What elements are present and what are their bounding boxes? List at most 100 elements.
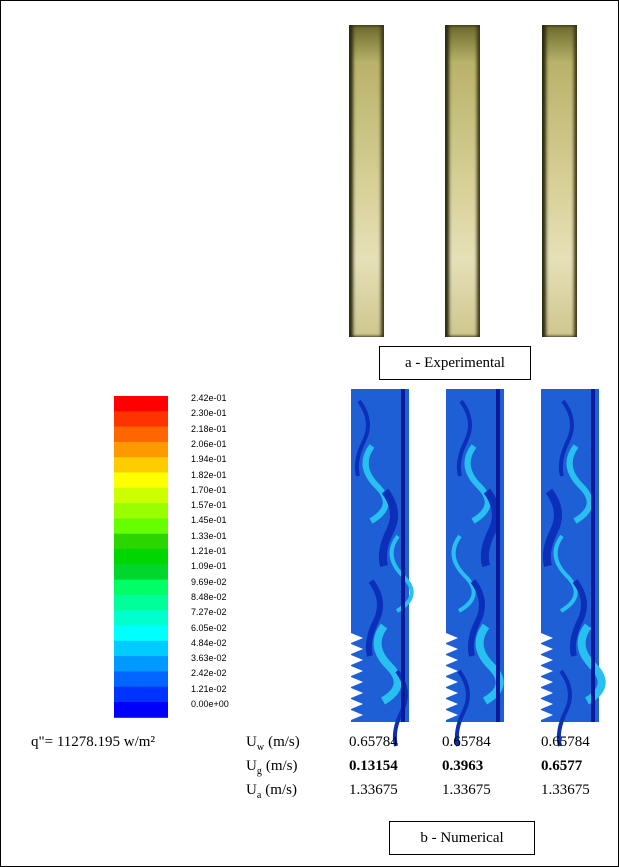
flow-swirl bbox=[480, 488, 500, 568]
colorbar-label: 1.09e-01 bbox=[191, 561, 227, 572]
colorbar-band bbox=[114, 625, 168, 642]
colorbar-label: 2.30e-01 bbox=[191, 408, 227, 419]
symbol: U bbox=[246, 758, 257, 774]
colorbar-band bbox=[114, 656, 168, 672]
flow-swirl bbox=[456, 399, 472, 477]
flow-swirl bbox=[566, 444, 593, 524]
velocity-value: 1.33675 bbox=[541, 782, 590, 798]
colorbar-band bbox=[114, 457, 168, 473]
subscript: w bbox=[256, 742, 265, 753]
fin bbox=[541, 633, 553, 643]
fin bbox=[351, 699, 363, 709]
colorbar-band bbox=[114, 396, 168, 412]
colorbar-band bbox=[114, 487, 168, 504]
flow-swirl bbox=[451, 534, 476, 613]
flow-swirl bbox=[378, 488, 398, 568]
unit: (m/s) bbox=[268, 734, 300, 750]
flow-swirl bbox=[553, 534, 578, 613]
fin bbox=[351, 677, 363, 687]
wall bbox=[496, 389, 500, 722]
flow-swirl bbox=[569, 579, 587, 657]
colorbar-band bbox=[114, 426, 168, 443]
colorbar-label: 4.84e-02 bbox=[191, 637, 227, 648]
colorbar-label: 1.70e-01 bbox=[191, 484, 227, 495]
flow-swirl bbox=[373, 623, 402, 705]
flow-swirl bbox=[556, 669, 572, 747]
fin bbox=[541, 677, 553, 687]
row-label: Ug (m/s) bbox=[246, 758, 298, 777]
heat-flux: q"= 11278.195 w/m² bbox=[31, 734, 155, 750]
unit: (m/s) bbox=[265, 782, 297, 798]
velocity-value: 1.33675 bbox=[349, 782, 398, 798]
row-label: Ua (m/s) bbox=[246, 782, 297, 801]
colorbar-label: 6.05e-02 bbox=[191, 622, 227, 633]
fin bbox=[351, 644, 363, 654]
caption: b - Numerical bbox=[389, 821, 535, 855]
colorbar-band bbox=[114, 610, 168, 626]
fin bbox=[351, 666, 363, 676]
subscript: g bbox=[256, 766, 262, 777]
colorbar-band bbox=[114, 640, 168, 657]
fin bbox=[351, 688, 363, 698]
flow-swirl bbox=[362, 444, 389, 524]
velocity-value: 1.33675 bbox=[442, 782, 491, 798]
fin bbox=[351, 710, 363, 720]
colorbar-label: 1.94e-01 bbox=[191, 454, 227, 465]
wall bbox=[591, 389, 595, 722]
caption: a - Experimental bbox=[379, 346, 531, 380]
colorbar-label: 1.45e-01 bbox=[191, 515, 227, 526]
colorbar-band bbox=[114, 594, 168, 611]
colorbar-band bbox=[114, 686, 168, 703]
fin bbox=[541, 699, 553, 709]
flow-swirl bbox=[454, 669, 470, 747]
colorbar-band bbox=[114, 518, 168, 535]
colorbar-band bbox=[114, 671, 168, 688]
photo bbox=[445, 25, 480, 337]
subscript: a bbox=[256, 790, 262, 801]
colorbar-label: 1.21e-02 bbox=[191, 683, 227, 694]
row-label: Uw (m/s) bbox=[246, 734, 300, 753]
fin bbox=[446, 655, 458, 665]
velocity-value: 0.6577 bbox=[541, 758, 583, 774]
fin bbox=[351, 633, 363, 643]
velocity-value: 0.65784 bbox=[442, 734, 491, 750]
colorbar-label: 7.27e-02 bbox=[191, 607, 227, 618]
flow-swirl bbox=[365, 579, 383, 657]
colorbar-label: 1.57e-01 bbox=[191, 500, 227, 511]
fin bbox=[351, 655, 363, 665]
flow-swirl bbox=[542, 488, 562, 568]
fin bbox=[541, 644, 553, 654]
fin bbox=[541, 688, 553, 698]
fin bbox=[446, 710, 458, 720]
unit: (m/s) bbox=[265, 758, 298, 774]
photo bbox=[542, 25, 577, 337]
fin bbox=[446, 666, 458, 676]
velocity-value: 0.3963 bbox=[442, 758, 484, 774]
colorbar-label: 1.82e-01 bbox=[191, 469, 227, 480]
colorbar-label: 1.33e-01 bbox=[191, 530, 227, 541]
fin bbox=[446, 688, 458, 698]
colorbar-label: 3.63e-02 bbox=[191, 653, 227, 664]
colorbar-label: 0.00e+00 bbox=[191, 699, 229, 709]
flow-swirl bbox=[464, 444, 491, 524]
fin bbox=[446, 633, 458, 643]
photo bbox=[349, 25, 384, 337]
symbol: U bbox=[246, 782, 257, 798]
velocity-value: 0.65784 bbox=[541, 734, 590, 750]
colorbar-band bbox=[114, 579, 168, 596]
colorbar-label: 2.42e-02 bbox=[191, 668, 227, 679]
colorbar-band bbox=[114, 441, 168, 458]
flow-swirl bbox=[467, 579, 485, 657]
colorbar-band bbox=[114, 472, 168, 489]
fin bbox=[446, 699, 458, 709]
colorbar-band bbox=[114, 411, 168, 428]
fin bbox=[446, 677, 458, 687]
symbol: U bbox=[246, 734, 257, 750]
colorbar-label: 2.18e-01 bbox=[191, 423, 227, 434]
fin bbox=[541, 666, 553, 676]
flow-swirl bbox=[354, 399, 370, 477]
colorbar-band bbox=[114, 503, 168, 519]
colorbar-label: 9.69e-02 bbox=[191, 576, 227, 587]
